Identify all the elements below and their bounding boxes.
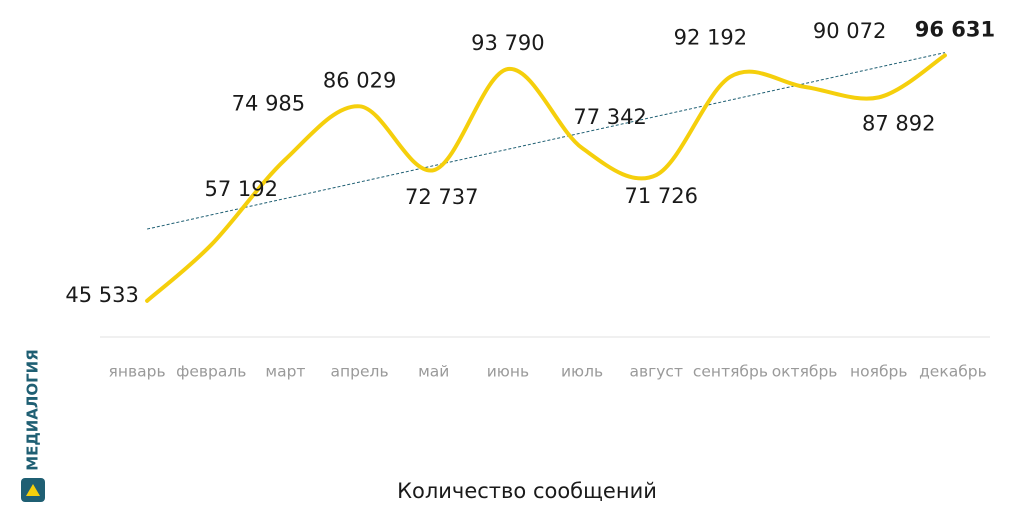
x-tick-label: май (418, 363, 449, 381)
data-label: 87 892 (862, 111, 935, 135)
x-tick-label: декабрь (919, 363, 987, 381)
x-tick-label: июль (561, 363, 603, 381)
data-label: 90 072 (813, 19, 886, 43)
x-tick-label: январь (109, 363, 166, 381)
data-label: 86 029 (323, 68, 396, 92)
data-label: 96 631 (915, 17, 995, 41)
data-label: 93 790 (471, 31, 544, 55)
data-label: 57 192 (205, 177, 278, 201)
x-tick-label: сентябрь (693, 363, 768, 381)
x-tick-label: март (265, 363, 305, 381)
logo-icon-mark (26, 484, 40, 496)
x-tick-label: июнь (487, 363, 529, 381)
logo: МЕДИАЛОГИЯ (21, 349, 45, 502)
x-tick-label: октябрь (772, 363, 838, 381)
x-tick-label: август (629, 363, 683, 381)
logo-text: МЕДИАЛОГИЯ (24, 349, 42, 471)
trend-line (146, 52, 946, 230)
data-label: 45 533 (65, 283, 138, 307)
data-label: 77 342 (573, 105, 646, 129)
data-label: 72 737 (405, 185, 478, 209)
x-tick-label: ноябрь (850, 363, 907, 381)
x-tick-label: февраль (176, 363, 246, 381)
line (145, 53, 947, 303)
data-label: 74 985 (232, 91, 305, 115)
data-label: 71 726 (625, 184, 698, 208)
x-tick-label: апрель (331, 363, 389, 381)
legend-label: Количество сообщений (397, 479, 657, 503)
data-label: 92 192 (674, 26, 747, 50)
